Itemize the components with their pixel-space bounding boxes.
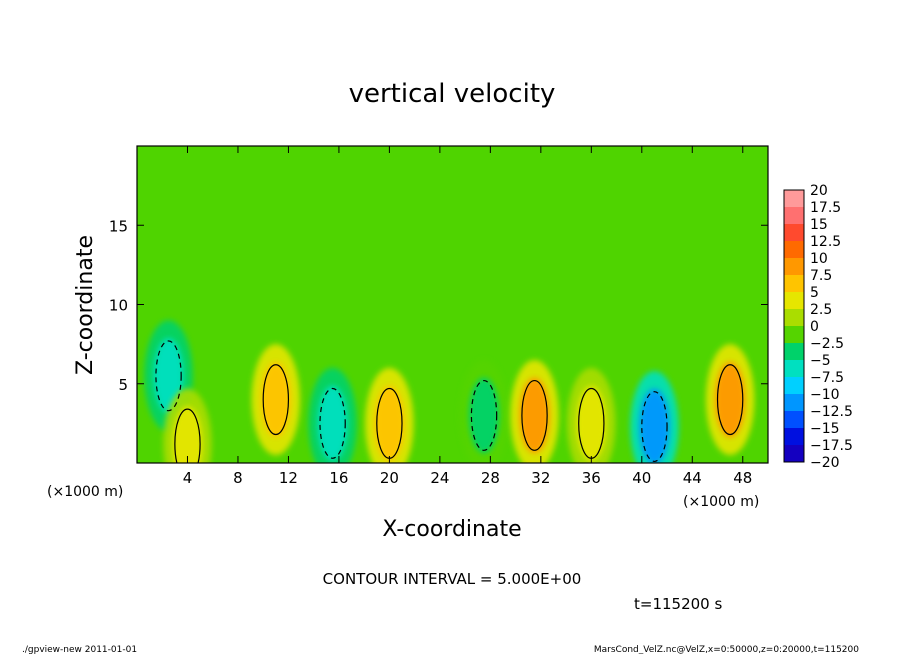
- colorbar-label: −5: [810, 353, 831, 369]
- x-tick-label: 24: [430, 469, 449, 487]
- colorbar-swatch: [784, 326, 804, 344]
- x-tick-label: 4: [183, 469, 193, 487]
- colorbar-swatch: [784, 394, 804, 412]
- colorbar-swatch: [784, 207, 804, 225]
- y-axis-label: Z-coordinate: [73, 235, 98, 375]
- y-axis: 5 10 15: [109, 217, 768, 394]
- x-tick-label: 20: [380, 469, 399, 487]
- contour-updraft: [174, 408, 201, 463]
- x-tick-label: 8: [233, 469, 243, 487]
- colorbar-swatch: [784, 292, 804, 310]
- contour-updraft: [716, 364, 744, 436]
- colorbar-label: 12.5: [810, 234, 841, 250]
- updraft-core: [260, 361, 291, 438]
- contour-downdraft: [470, 379, 498, 451]
- updraft-core: [374, 385, 405, 462]
- x-axis: 4 8 12 16 20 24 28 32 36 40 44 48: [183, 146, 752, 487]
- colorbar-label: −2.5: [810, 336, 844, 352]
- colorbar-swatch: [784, 360, 804, 378]
- colorbar-swatch: [784, 377, 804, 395]
- colorbar-label: −17.5: [810, 438, 853, 454]
- colorbar: 2017.51512.5107.552.50−2.5−5−7.5−10−12.5…: [783, 183, 853, 471]
- updraft-core: [714, 361, 746, 438]
- x-tick-label: 40: [632, 469, 651, 487]
- y-tick-label: 10: [109, 297, 128, 315]
- time-label: t=115200 s: [634, 595, 722, 613]
- downdraft-core: [468, 377, 500, 454]
- x-tick-label: 44: [683, 469, 702, 487]
- footer-left: ./gpview-new 2011-01-01: [22, 645, 137, 654]
- chart-title: vertical velocity: [349, 79, 556, 109]
- updraft-core: [153, 338, 184, 414]
- x-tick-label: 12: [279, 469, 298, 487]
- colorbar-swatch: [784, 275, 804, 293]
- x-unit-left: (×1000 m): [47, 484, 123, 500]
- colorbar-swatch: [784, 411, 804, 429]
- colorbar-swatch: [784, 445, 804, 463]
- contour-interval-note: CONTOUR INTERVAL = 5.000E+00: [323, 570, 582, 588]
- downdraft-core: [317, 385, 348, 462]
- colorbar-label: −12.5: [810, 404, 853, 420]
- colorbar-swatch: [784, 343, 804, 361]
- x-tick-label: 48: [733, 469, 752, 487]
- colorbar-swatch: [784, 258, 804, 276]
- contour-downdraft: [319, 387, 346, 459]
- colorbar-label: −15: [810, 421, 840, 437]
- plot-area: [136, 145, 769, 464]
- contour-updraft: [262, 364, 290, 436]
- colorbar-label: −10: [810, 387, 840, 403]
- field-features: [144, 320, 755, 463]
- updraft-core: [172, 406, 203, 463]
- contour-downdraft: [641, 391, 668, 463]
- footer-right: MarsCond_VelZ.nc@VelZ,x=0:50000,z=0:2000…: [594, 645, 859, 654]
- colorbar-label: 7.5: [810, 268, 832, 284]
- x-tick-label: 28: [481, 469, 500, 487]
- x-tick-label: 32: [531, 469, 550, 487]
- x-tick-label: 16: [329, 469, 348, 487]
- contour-updraft: [521, 379, 548, 451]
- colorbar-frame: [783, 189, 805, 463]
- updraft-core: [576, 385, 607, 462]
- downdraft-core: [639, 388, 670, 463]
- colorbar-label: 10: [810, 251, 828, 267]
- colorbar-label: 15: [810, 217, 828, 233]
- colorbar-label: 0: [810, 319, 819, 335]
- x-axis-label: X-coordinate: [382, 517, 521, 542]
- colorbar-swatch: [784, 190, 804, 208]
- colorbar-swatch: [784, 309, 804, 327]
- colorbar-label: −20: [810, 455, 840, 471]
- x-tick-label: 36: [582, 469, 601, 487]
- updraft-core: [519, 377, 550, 454]
- y-tick-label: 15: [109, 217, 128, 235]
- colorbar-label: 2.5: [810, 302, 832, 318]
- contour-lines: [155, 340, 744, 463]
- colorbar-swatch: [784, 224, 804, 242]
- colorbar-label: 5: [810, 285, 819, 301]
- colorbar-swatch: [784, 428, 804, 446]
- contour-updraft: [155, 340, 182, 412]
- colorbar-swatch: [784, 241, 804, 259]
- colorbar-label: 20: [810, 183, 828, 199]
- y-tick-label: 5: [118, 376, 128, 394]
- x-unit-right: (×1000 m): [683, 494, 759, 510]
- colorbar-label: −7.5: [810, 370, 844, 386]
- colorbar-label: 17.5: [810, 200, 841, 216]
